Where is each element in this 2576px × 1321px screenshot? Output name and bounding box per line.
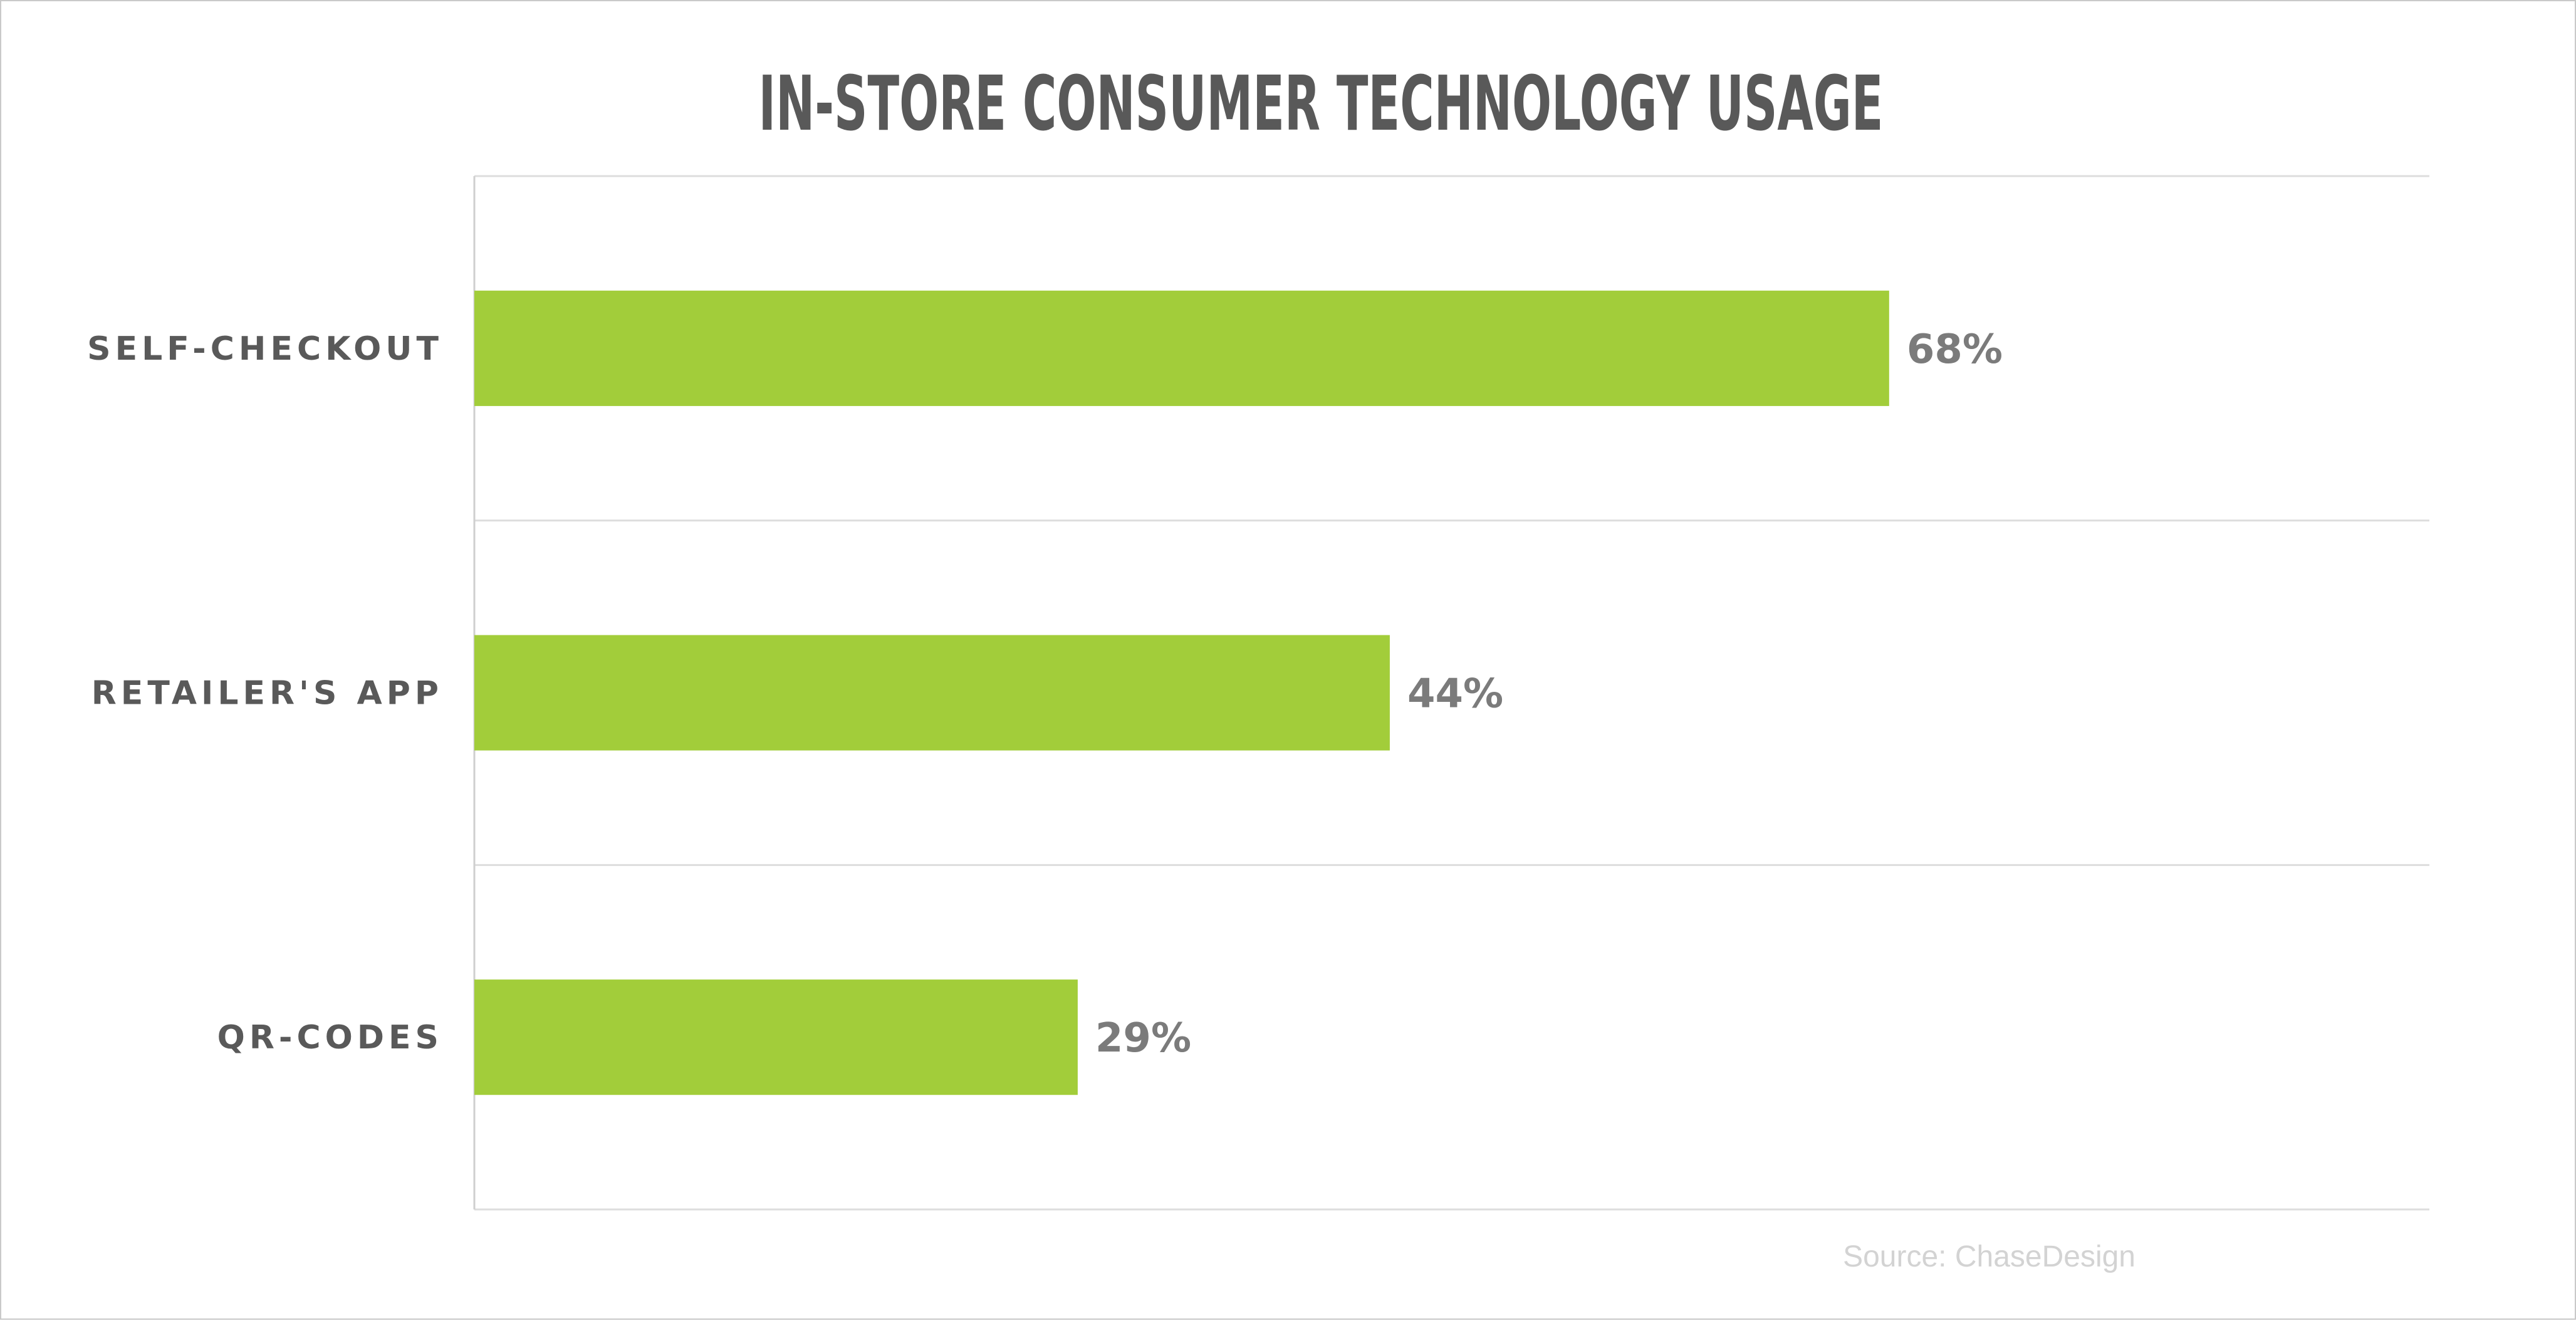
data-label: 29%	[1095, 1015, 1191, 1062]
data-label: 68%	[1907, 326, 2003, 373]
category-label: RETAILER'S APP	[91, 675, 443, 713]
labels-layer: SELF-CHECKOUT 68% RETAILER'S APP 44% QR-CODE…	[87, 326, 2003, 1062]
category-label: QR-CODES	[217, 1019, 443, 1057]
bar	[474, 635, 1390, 751]
source-label: Source: ChaseDesign	[1843, 1240, 2135, 1273]
bar	[474, 290, 1889, 406]
chart-title: IN-STORE CONSUMER TECHNOLOGY USAGE	[759, 61, 1884, 148]
bars-layer	[474, 290, 1889, 1095]
bar	[474, 979, 1078, 1095]
data-label: 44%	[1407, 671, 1503, 718]
category-label: SELF-CHECKOUT	[87, 330, 443, 368]
